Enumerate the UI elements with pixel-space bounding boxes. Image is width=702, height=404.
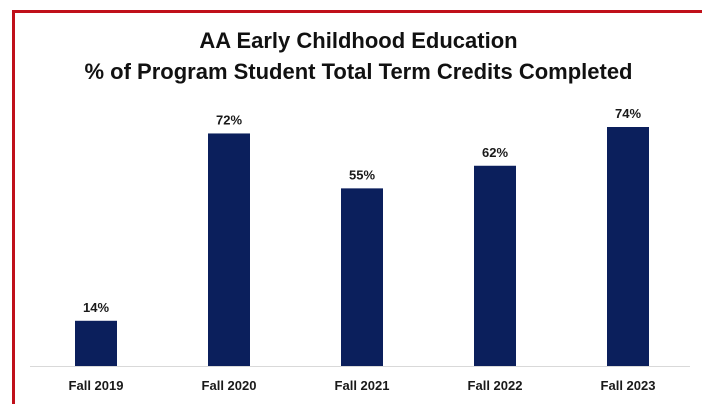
- bar-fall-2021: [341, 188, 383, 366]
- frame-border-top: [12, 10, 702, 13]
- chart-title-line-1: AA Early Childhood Education: [199, 28, 518, 53]
- data-label: 55%: [349, 167, 375, 182]
- data-label: 72%: [216, 112, 242, 127]
- data-label: 62%: [482, 145, 508, 160]
- bar-fall-2022: [474, 165, 516, 366]
- x-tick-label: Fall 2021: [335, 378, 390, 393]
- x-tick-label: Fall 2019: [69, 378, 124, 393]
- bar-fall-2019: [75, 320, 117, 366]
- frame-border-left: [12, 10, 15, 404]
- x-tick-label: Fall 2020: [202, 378, 257, 393]
- x-tick-label: Fall 2022: [468, 378, 523, 393]
- data-label: 14%: [83, 300, 109, 315]
- bar-fall-2020: [208, 133, 250, 366]
- x-tick-label: Fall 2023: [601, 378, 656, 393]
- bar-fall-2023: [607, 127, 649, 366]
- chart-title-line-2: % of Program Student Total Term Credits …: [84, 59, 633, 84]
- data-label: 74%: [615, 106, 641, 121]
